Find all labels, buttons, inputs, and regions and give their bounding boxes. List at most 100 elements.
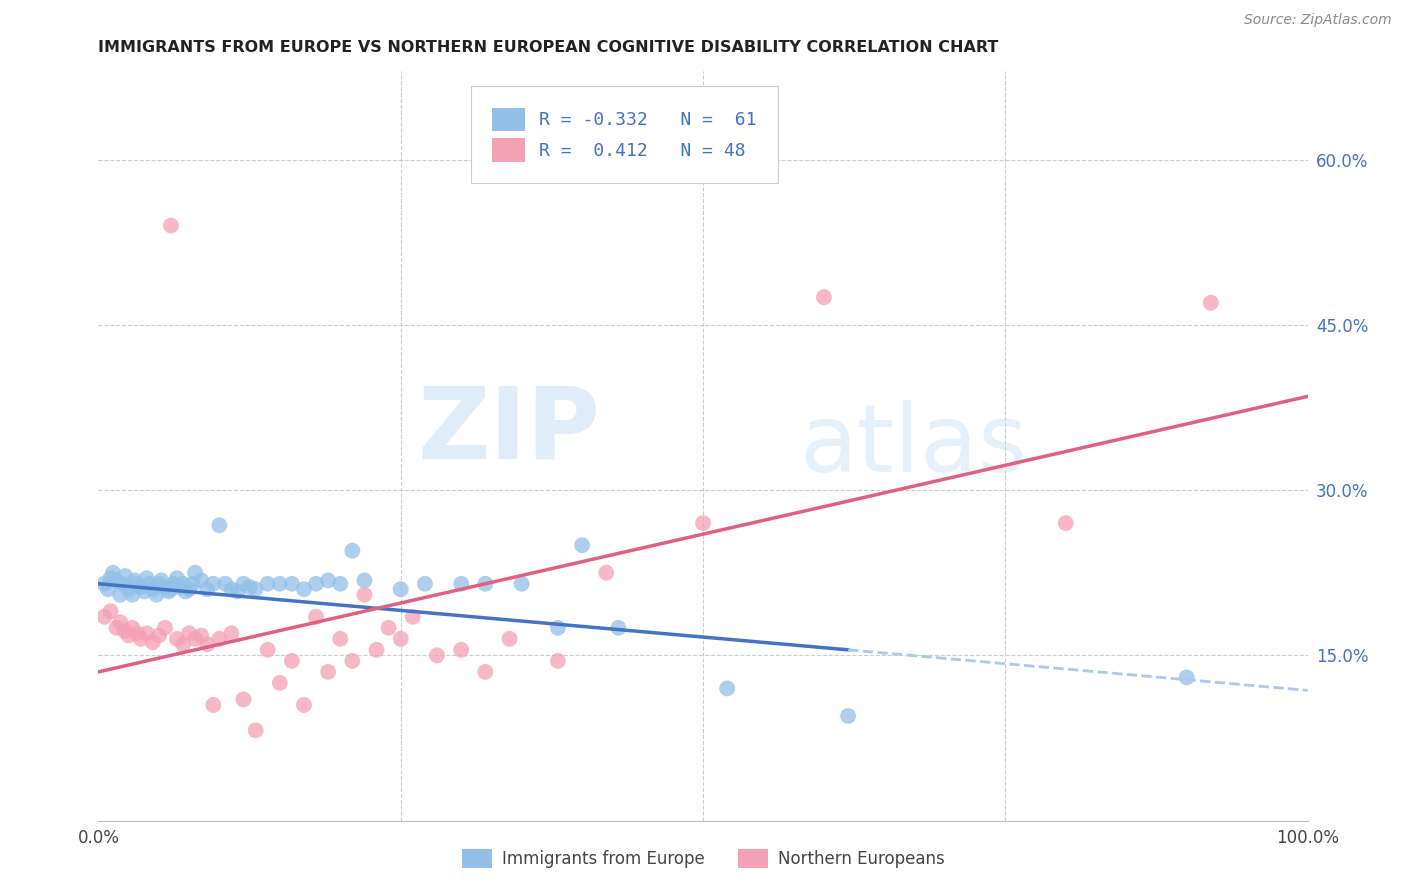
Point [97,582,120,597]
Point [474,665,496,679]
Point [269,676,291,690]
Point [1199,295,1222,310]
Point [121,621,143,635]
Point [1175,670,1198,684]
Point [153,621,176,635]
Point [305,609,328,624]
Point [157,584,180,599]
Point [181,576,204,591]
Point [305,576,328,591]
Point [837,709,859,723]
Point [184,632,207,646]
Point [377,621,399,635]
Text: atlas: atlas [800,400,1028,492]
Point [389,632,412,646]
Point [129,580,152,594]
Point [160,582,183,597]
Point [692,516,714,530]
Point [342,654,364,668]
Point [108,615,131,630]
Point [172,576,194,591]
Point [342,543,364,558]
Point [474,576,496,591]
Point [402,609,425,624]
Point [179,582,201,597]
Point [184,566,207,580]
Point [169,580,191,594]
Point [179,626,201,640]
Point [202,698,225,712]
Point [134,584,156,599]
Point [100,604,122,618]
Point [150,574,173,588]
Point [221,582,243,597]
Point [316,574,339,588]
Point [571,538,593,552]
Point [145,588,167,602]
Point [129,632,152,646]
Point [607,621,630,635]
Legend: R = -0.332   N =  61, R =  0.412   N = 48: R = -0.332 N = 61, R = 0.412 N = 48 [477,92,773,178]
Point [111,576,134,591]
Point [547,654,569,668]
Point [172,637,194,651]
Point [135,571,157,585]
Point [547,621,569,635]
Point [353,574,375,588]
Point [413,576,436,591]
Point [450,576,472,591]
Point [142,635,165,649]
Point [595,566,617,580]
Text: Source: ZipAtlas.com: Source: ZipAtlas.com [1244,13,1392,28]
Point [245,723,267,738]
Point [245,582,267,597]
Point [256,643,278,657]
Point [498,632,520,646]
Point [256,576,278,591]
Point [118,628,141,642]
Point [162,576,184,591]
Point [135,626,157,640]
Point [1054,516,1077,530]
Point [281,576,304,591]
Point [281,654,304,668]
Point [366,643,388,657]
Point [121,588,143,602]
Point [93,576,115,591]
Point [450,643,472,657]
Point [426,648,449,663]
Point [101,566,124,580]
Point [138,576,160,591]
Point [329,632,352,646]
Point [190,628,212,642]
Point [269,576,291,591]
Text: IMMIGRANTS FROM EUROPE VS NORTHERN EUROPEAN COGNITIVE DISABILITY CORRELATION CHA: IMMIGRANTS FROM EUROPE VS NORTHERN EUROP… [98,40,998,55]
Point [100,571,122,585]
Point [174,584,197,599]
Point [105,574,128,588]
Point [208,632,231,646]
Point [127,576,149,591]
Point [153,580,176,594]
Point [329,576,352,591]
Point [813,290,835,304]
Point [202,576,225,591]
Point [316,665,339,679]
Point [118,582,141,597]
Legend: Immigrants from Europe, Northern Europeans: Immigrants from Europe, Northern Europea… [456,842,950,875]
Point [389,582,412,597]
Point [292,582,315,597]
Point [353,588,375,602]
Point [166,571,188,585]
Point [195,637,218,651]
Point [221,626,243,640]
Point [124,574,146,588]
Point [114,624,136,639]
Point [108,588,131,602]
Point [93,609,115,624]
Point [160,219,183,233]
Point [190,574,212,588]
Point [166,632,188,646]
Point [232,576,254,591]
Point [208,518,231,533]
